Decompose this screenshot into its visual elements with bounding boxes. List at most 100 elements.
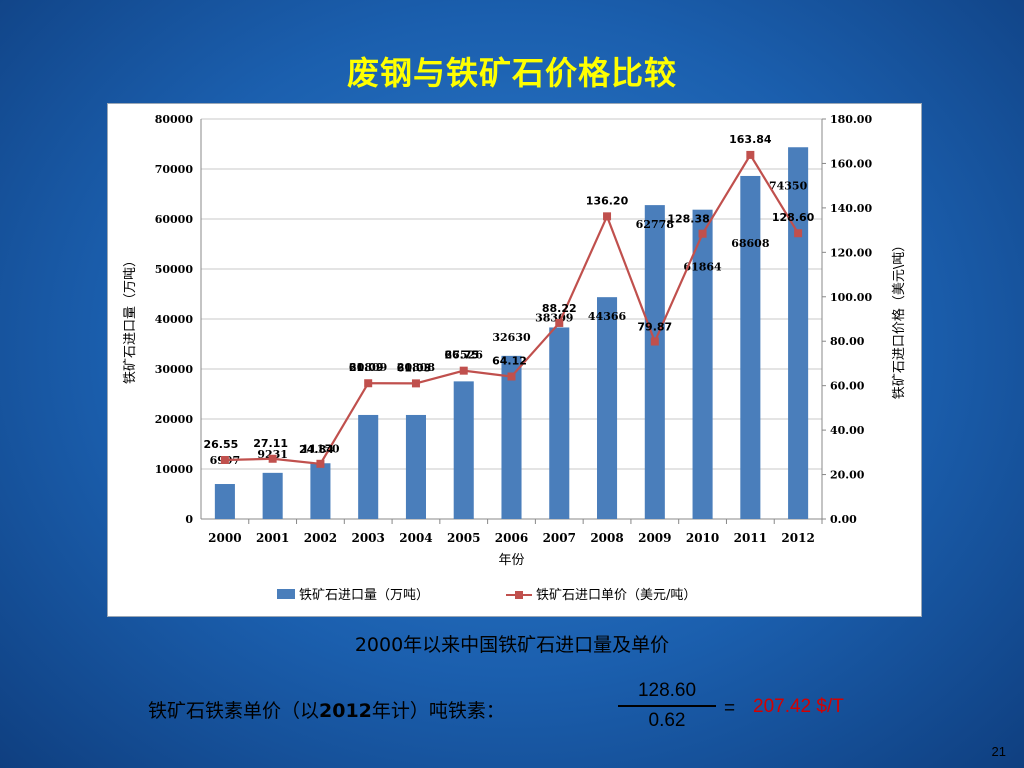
x-tick-label: 2006 bbox=[495, 531, 528, 545]
price-marker-2011 bbox=[746, 150, 755, 159]
bar-data-label: 62778 bbox=[636, 218, 675, 231]
left-axis-title: 铁矿石进口量（万吨） bbox=[123, 254, 138, 384]
left-tick-label: 70000 bbox=[155, 163, 194, 176]
price-marker-2002 bbox=[316, 459, 325, 468]
x-tick-label: 2009 bbox=[638, 531, 671, 545]
chart-caption: 2000年以来中国铁矿石进口量及单价 bbox=[354, 634, 670, 656]
x-tick-label: 2012 bbox=[781, 531, 814, 545]
x-tick-label: 2008 bbox=[590, 531, 623, 545]
bar-data-label: 20808 bbox=[397, 361, 436, 374]
left-tick-label: 40000 bbox=[155, 313, 194, 326]
left-tick-label: 10000 bbox=[155, 463, 194, 476]
bar-2003 bbox=[358, 414, 379, 519]
price-marker-2007 bbox=[555, 318, 564, 327]
price-data-label: 128.60 bbox=[772, 211, 815, 224]
slide-title: 废钢与铁矿石价格比较 bbox=[346, 54, 677, 92]
bar-2011 bbox=[740, 175, 761, 519]
bar-data-label: 27526 bbox=[445, 348, 484, 361]
right-tick-label: 180.00 bbox=[830, 113, 872, 126]
right-tick-label: 60.00 bbox=[830, 380, 865, 393]
bar-data-label: 74350 bbox=[769, 179, 808, 192]
bar-2008 bbox=[597, 297, 618, 519]
left-tick-label: 0 bbox=[185, 513, 193, 526]
price-data-label: 163.84 bbox=[729, 133, 772, 146]
price-data-label: 61.03 bbox=[397, 361, 432, 374]
fraction-bar bbox=[618, 705, 716, 707]
price-data-label: 61.09 bbox=[349, 361, 384, 374]
x-tick-label: 2001 bbox=[256, 531, 289, 545]
chart-frame: 0 10000 20000 30000 40000 50000 60000 70000 8000… bbox=[107, 103, 922, 617]
price-data-label: 24.84 bbox=[299, 443, 334, 456]
bar-2001 bbox=[262, 472, 283, 519]
page-number: 21 bbox=[991, 744, 1006, 759]
right-tick-label: 20.00 bbox=[830, 469, 865, 482]
bar-2007 bbox=[549, 327, 570, 519]
right-tick-label: 120.00 bbox=[830, 246, 872, 259]
right-axis-title: 铁矿石进口价格（美元\吨） bbox=[891, 239, 907, 399]
bar-2012 bbox=[788, 147, 809, 519]
price-marker-2006 bbox=[507, 372, 516, 381]
bar-data-label: 9231 bbox=[257, 448, 288, 461]
formula-label-prefix: 铁矿石铁素单价（以 bbox=[148, 700, 320, 722]
x-tick-label: 2000 bbox=[208, 531, 241, 545]
price-marker-2012 bbox=[794, 229, 803, 238]
bar-2000 bbox=[214, 484, 235, 519]
price-marker-2001 bbox=[268, 454, 277, 463]
bar-data-label: 20809 bbox=[349, 361, 387, 374]
legend-bar-label: 铁矿石进口量（万吨） bbox=[299, 588, 429, 603]
right-tick-label: 140.00 bbox=[830, 202, 872, 215]
bar-data-label: 44366 bbox=[588, 310, 627, 323]
price-data-label: 136.20 bbox=[586, 194, 629, 207]
formula-label-year: 2012 bbox=[319, 700, 372, 722]
right-tick-label: 80.00 bbox=[830, 335, 865, 348]
bar-2006 bbox=[501, 355, 522, 519]
bar-2009 bbox=[644, 205, 665, 520]
x-tick-label: 2005 bbox=[447, 531, 480, 545]
formula-label: 铁矿石铁素单价（以2012年计）吨铁素： bbox=[148, 696, 505, 723]
fraction-denominator: 0.62 bbox=[648, 710, 686, 731]
x-tick-label: 2011 bbox=[734, 531, 767, 545]
left-tick-label: 30000 bbox=[155, 363, 194, 376]
bar-2004 bbox=[405, 414, 426, 519]
formula-result: 207.42 $/T bbox=[753, 696, 844, 717]
legend-line-label: 铁矿石进口单价（美元/吨） bbox=[536, 588, 696, 603]
price-marker-2008 bbox=[603, 212, 612, 221]
bar-data-label: 32630 bbox=[492, 331, 531, 344]
price-marker-2009 bbox=[650, 337, 659, 346]
x-tick-label: 2004 bbox=[399, 531, 432, 545]
price-fraction: 128.60 0.62 bbox=[618, 680, 716, 732]
price-data-label: 26.55 bbox=[203, 438, 238, 451]
x-tick-label: 2002 bbox=[304, 531, 337, 545]
left-tick-label: 20000 bbox=[155, 413, 194, 426]
price-data-label: 27.11 bbox=[253, 437, 288, 450]
left-tick-label: 50000 bbox=[155, 263, 194, 276]
x-tick-label: 2007 bbox=[543, 531, 576, 545]
price-marker-2010 bbox=[698, 229, 707, 238]
bar-2005 bbox=[453, 381, 474, 519]
price-data-label: 64.12 bbox=[492, 355, 527, 368]
legend-line-marker bbox=[515, 591, 523, 599]
right-tick-label: 160.00 bbox=[830, 157, 872, 170]
legend-bar-swatch bbox=[277, 589, 295, 599]
left-tick-label: 60000 bbox=[155, 213, 194, 226]
price-data-label: 66.75 bbox=[444, 349, 479, 362]
bar-2010 bbox=[692, 209, 713, 519]
equals-sign: = bbox=[724, 698, 736, 719]
right-tick-label: 0.00 bbox=[830, 513, 857, 526]
price-marker-2004 bbox=[411, 379, 420, 388]
formula-label-suffix: 年计）吨铁素： bbox=[371, 700, 505, 722]
bar-2002 bbox=[310, 463, 331, 519]
bar-data-label: 68608 bbox=[731, 237, 770, 250]
price-marker-2005 bbox=[459, 366, 468, 375]
price-marker-2003 bbox=[364, 379, 373, 388]
iron-ore-chart: 0 10000 20000 30000 40000 50000 60000 70000 8000… bbox=[123, 113, 907, 603]
right-tick-label: 100.00 bbox=[830, 291, 872, 304]
price-data-label: 88.22 bbox=[542, 302, 577, 315]
x-tick-label: 2010 bbox=[686, 531, 719, 545]
x-tick-label: 2003 bbox=[351, 531, 384, 545]
fraction-numerator: 128.60 bbox=[637, 680, 697, 701]
x-axis-title: 年份 bbox=[498, 553, 524, 568]
right-tick-label: 40.00 bbox=[830, 424, 865, 437]
left-tick-label: 80000 bbox=[155, 113, 194, 126]
price-marker-2000 bbox=[220, 456, 229, 464]
